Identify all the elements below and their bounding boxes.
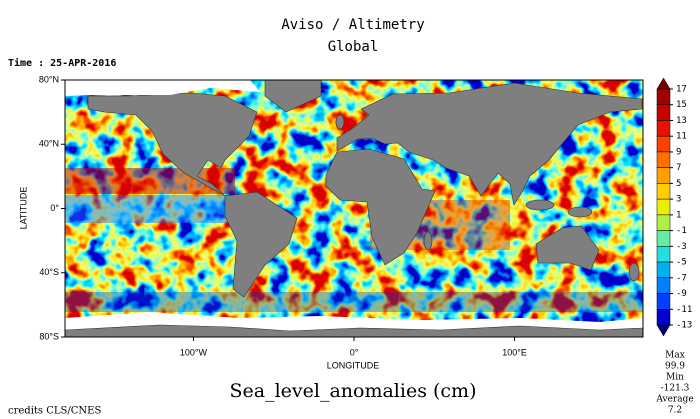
map-area [65,80,643,337]
colorbar-tick-label: 9 [676,147,681,157]
stat-value: 7.2 [668,406,682,416]
colorbar-tick-label: -3 [676,242,687,252]
north-america [87,92,258,197]
credits: credits CLS/CNES [8,406,101,417]
colorbar-top-arrow [656,77,671,90]
colorbar-box [656,277,671,294]
y-tick-label: 40°S [39,267,59,277]
southern-band [65,292,643,312]
colorbar-box [656,214,671,231]
colorbar-tick-label: -1 [676,226,687,236]
colorbar-box [656,88,671,105]
colorbar-box [656,151,671,168]
colorbar-tick-label: -11 [676,305,692,315]
warm-band [65,168,235,194]
new-guinea [567,206,593,218]
colorbar-tick-label: 13 [676,116,687,126]
colorbar-box [656,167,671,184]
subtitle: Global [328,39,379,55]
equatorial-band [65,195,245,223]
colorbar-tick-label: 3 [676,195,681,205]
stat-value: 99.9 [665,362,685,372]
colorbar-box [656,135,671,153]
colorbar-tick-label: -9 [676,289,687,299]
stat-label: Min [666,373,684,383]
time-label: Time : 25-APR-2016 [8,57,116,69]
colorbar-tick-label: 5 [676,179,681,189]
colorbar-tick-label: 15 [676,100,687,110]
colorbar-box [656,104,671,121]
eurasia [336,82,643,206]
x-axis-label: LONGITUDE [327,360,380,370]
colorbar-tick-label: -7 [676,273,687,283]
antarctica [65,324,643,337]
colorbar-box [656,120,671,137]
x-tick-label: 100°W [180,347,208,357]
stat-label: Max [665,351,685,361]
colorbar-label: Sea_level_anomalies (cm) [230,380,477,402]
colorbar-box [656,183,671,200]
south-america [224,191,298,298]
y-tick-label: 40°N [39,139,59,149]
colorbar-tick-label: 17 [676,85,687,95]
indonesia [525,199,555,211]
x-tick-label: 0° [350,347,359,357]
arctic-ice [65,80,260,96]
new-zealand [628,262,640,282]
madagascar [423,231,433,251]
stat-value: -121.3 [661,384,690,394]
colorbar-tick-label: 1 [676,210,681,220]
colorbar-tick-label: 11 [676,132,687,142]
colorbar-box [656,293,671,310]
australia [535,225,600,271]
colorbar-box [656,246,671,263]
x-tick-label: 100°E [502,347,527,357]
colorbar-box [656,230,671,247]
colorbar-tick-label: 7 [676,163,681,173]
colorbar-bottom-arrow [656,324,671,337]
y-tick-label: 80°N [39,74,59,84]
y-tick-label: 80°S [39,331,59,341]
africa [325,148,436,266]
greenland [264,80,322,113]
colorbar-box [656,309,671,326]
stat-label: Average [655,395,693,405]
title: Aviso / Altimetry [281,17,424,33]
colorbar-box [656,261,671,279]
colorbar-tick-label: -5 [676,258,687,268]
britain [335,114,345,130]
colorbar-tick-label: -13 [676,321,692,331]
y-tick-label: 0° [50,203,59,213]
y-axis-label: LATITUDE [18,187,28,230]
colorbar-box [656,198,671,216]
